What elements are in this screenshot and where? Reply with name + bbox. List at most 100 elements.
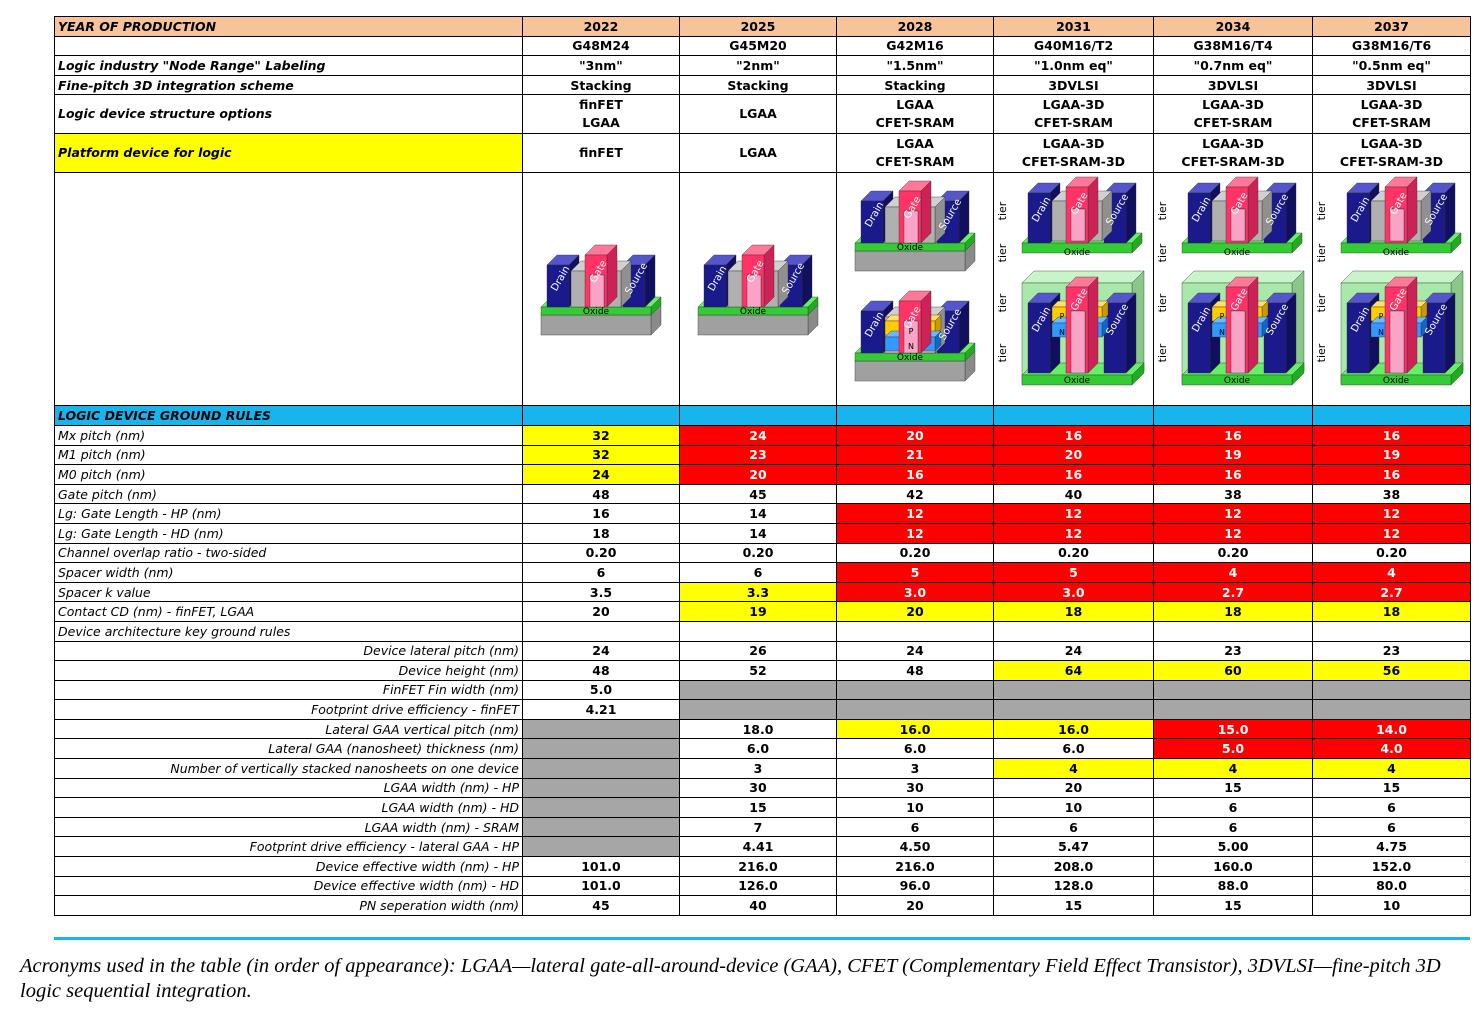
row-value: LGAA [679,133,837,174]
row-value: LGAA-3D CFET-SRAM [1153,94,1313,135]
rule-value: 12 [1153,522,1313,544]
rule-value: 2.7 [1153,581,1313,603]
rule-value: 6 [1312,816,1471,838]
device-label-oxide: Oxide [1064,248,1091,258]
device-illustration: Drain Gate SourceOxideDrainGateSourcePNOxi… [996,176,1145,386]
ground-rule-row: M1 pitch (nm) 32 23 21 20 19 19 [54,444,1471,466]
ground-rule-row: LGAA width (nm) - HP 30 30 20 15 15 [54,777,1471,799]
row-label [54,35,523,57]
rule-value [522,620,680,642]
rule-value: 32 [522,444,680,466]
rule-value: 15 [1153,777,1313,799]
rule-value: 0.20 [1153,542,1313,564]
rule-value: 16 [1153,464,1313,485]
row-value: finFET [522,133,680,174]
row-value: Stacking [522,74,680,96]
value-line: LGAA [896,97,934,113]
rule-value: 42 [836,483,994,505]
rule-value: 3.0 [836,581,994,603]
row-value: "0.7nm eq" [1153,55,1313,76]
rule-value: 48 [522,660,680,681]
section-cell [522,405,680,426]
rule-value: 12 [836,503,994,524]
rule-label: LGAA width (nm) - SRAM [54,816,523,838]
rule-value [993,699,1154,720]
rule-label: Device effective width (nm) - HD [54,875,523,897]
rule-value: 6 [1153,797,1313,818]
rule-value: 18 [993,601,1154,622]
rule-label: PN seperation width (nm) [54,895,523,916]
device-label-oxide: Oxide [1383,376,1410,386]
rule-value: 20 [993,444,1154,466]
rule-label: Lg: Gate Length - HP (nm) [54,503,523,524]
ground-rule-row: Lateral GAA (nanosheet) thickness (nm) 6.… [54,738,1471,760]
row-value: G45M20 [679,35,837,57]
row-value: "3nm" [522,55,680,76]
row-label: Platform device for logic [54,133,523,174]
rule-value: 16 [1312,424,1471,446]
device-illustration-2034: Drain Gate Source Oxide Drain Gate Source P N Oxi… [1153,172,1313,407]
rule-value: 10 [1312,895,1471,916]
rule-value: 24 [993,640,1154,662]
rule-value: 64 [993,660,1154,681]
row-value: G40M16/T2 [993,35,1154,57]
device-label-oxide: Oxide [897,353,924,363]
rule-value: 60 [1153,660,1313,681]
rule-value: 18 [522,522,680,544]
rule-value: 12 [836,522,994,544]
rule-value [836,620,994,642]
rule-value: 6 [679,562,837,583]
header-label: YEAR OF PRODUCTION [54,16,523,37]
ground-rule-row: Spacer k value 3.5 3.3 3.0 3.0 2.7 2.7 [54,581,1471,603]
value-line: CFET-SRAM [1352,115,1431,131]
rule-value: 4.21 [522,699,680,720]
rule-value: 6.0 [993,738,1154,760]
rule-value [679,620,837,642]
device-illustration-2025: Drain Gate Source Oxide [679,172,837,407]
rule-value [1153,620,1313,642]
header-row: YEAR OF PRODUCTION 2022 2025 2028 2031 2034 20… [54,16,1471,37]
row-value: G38M16/T6 [1312,35,1471,57]
rule-value: 14 [679,522,837,544]
rule-value [679,699,837,720]
ground-rule-row: LGAA width (nm) - HD 15 10 10 6 6 [54,797,1471,818]
rule-label: Footprint drive efficiency - finFET [54,699,523,720]
ground-rule-row: Spacer width (nm) 6 6 5 5 4 4 [54,562,1471,583]
ground-rule-row: FinFET Fin width (nm) 5.0 [54,679,1471,701]
section-cell [679,405,837,426]
device-label-n: N [1059,328,1065,337]
year-2034: 2034 [1153,16,1313,37]
rule-value: 23 [1153,640,1313,662]
rule-value: 6.0 [836,738,994,760]
rule-label: Device height (nm) [54,660,523,681]
rule-value: 12 [993,503,1154,524]
device-label-n: N [908,342,914,351]
rule-value: 16.0 [993,718,1154,740]
section-cell [993,405,1154,426]
rule-label: M0 pitch (nm) [54,464,523,485]
rule-value: 56 [1312,660,1471,681]
rule-value: 52 [679,660,837,681]
value-line: finFET [579,97,623,113]
rule-value: 88.0 [1153,875,1313,897]
rule-value [679,679,837,701]
rule-value: 6 [1312,797,1471,818]
row-value: 3DVLSI [1312,74,1471,96]
rule-value: 20 [836,895,994,916]
rule-value: 18 [1153,601,1313,622]
section-header-row: LOGIC DEVICE GROUND RULES [54,405,1471,426]
section-cell [1312,405,1471,426]
ground-rule-row: Device effective width (nm) - HP 101.0 216… [54,856,1471,877]
rule-label: Device lateral pitch (nm) [54,640,523,662]
acronyms-caption: Acronyms used in the table (in order of … [20,955,1441,1002]
rule-value: 12 [1312,503,1471,524]
ground-rule-row: Lateral GAA vertical pitch (nm) 18.0 16.0 1… [54,718,1471,740]
row-value: LGAA [679,94,837,135]
rule-value [836,679,994,701]
rule-value: 4.41 [679,836,837,858]
section-cell [1153,405,1313,426]
rule-value: 20 [522,601,680,622]
device-illustration-2031: Drain Gate Source Oxide Drain Gate Source P N Oxi… [993,172,1154,407]
